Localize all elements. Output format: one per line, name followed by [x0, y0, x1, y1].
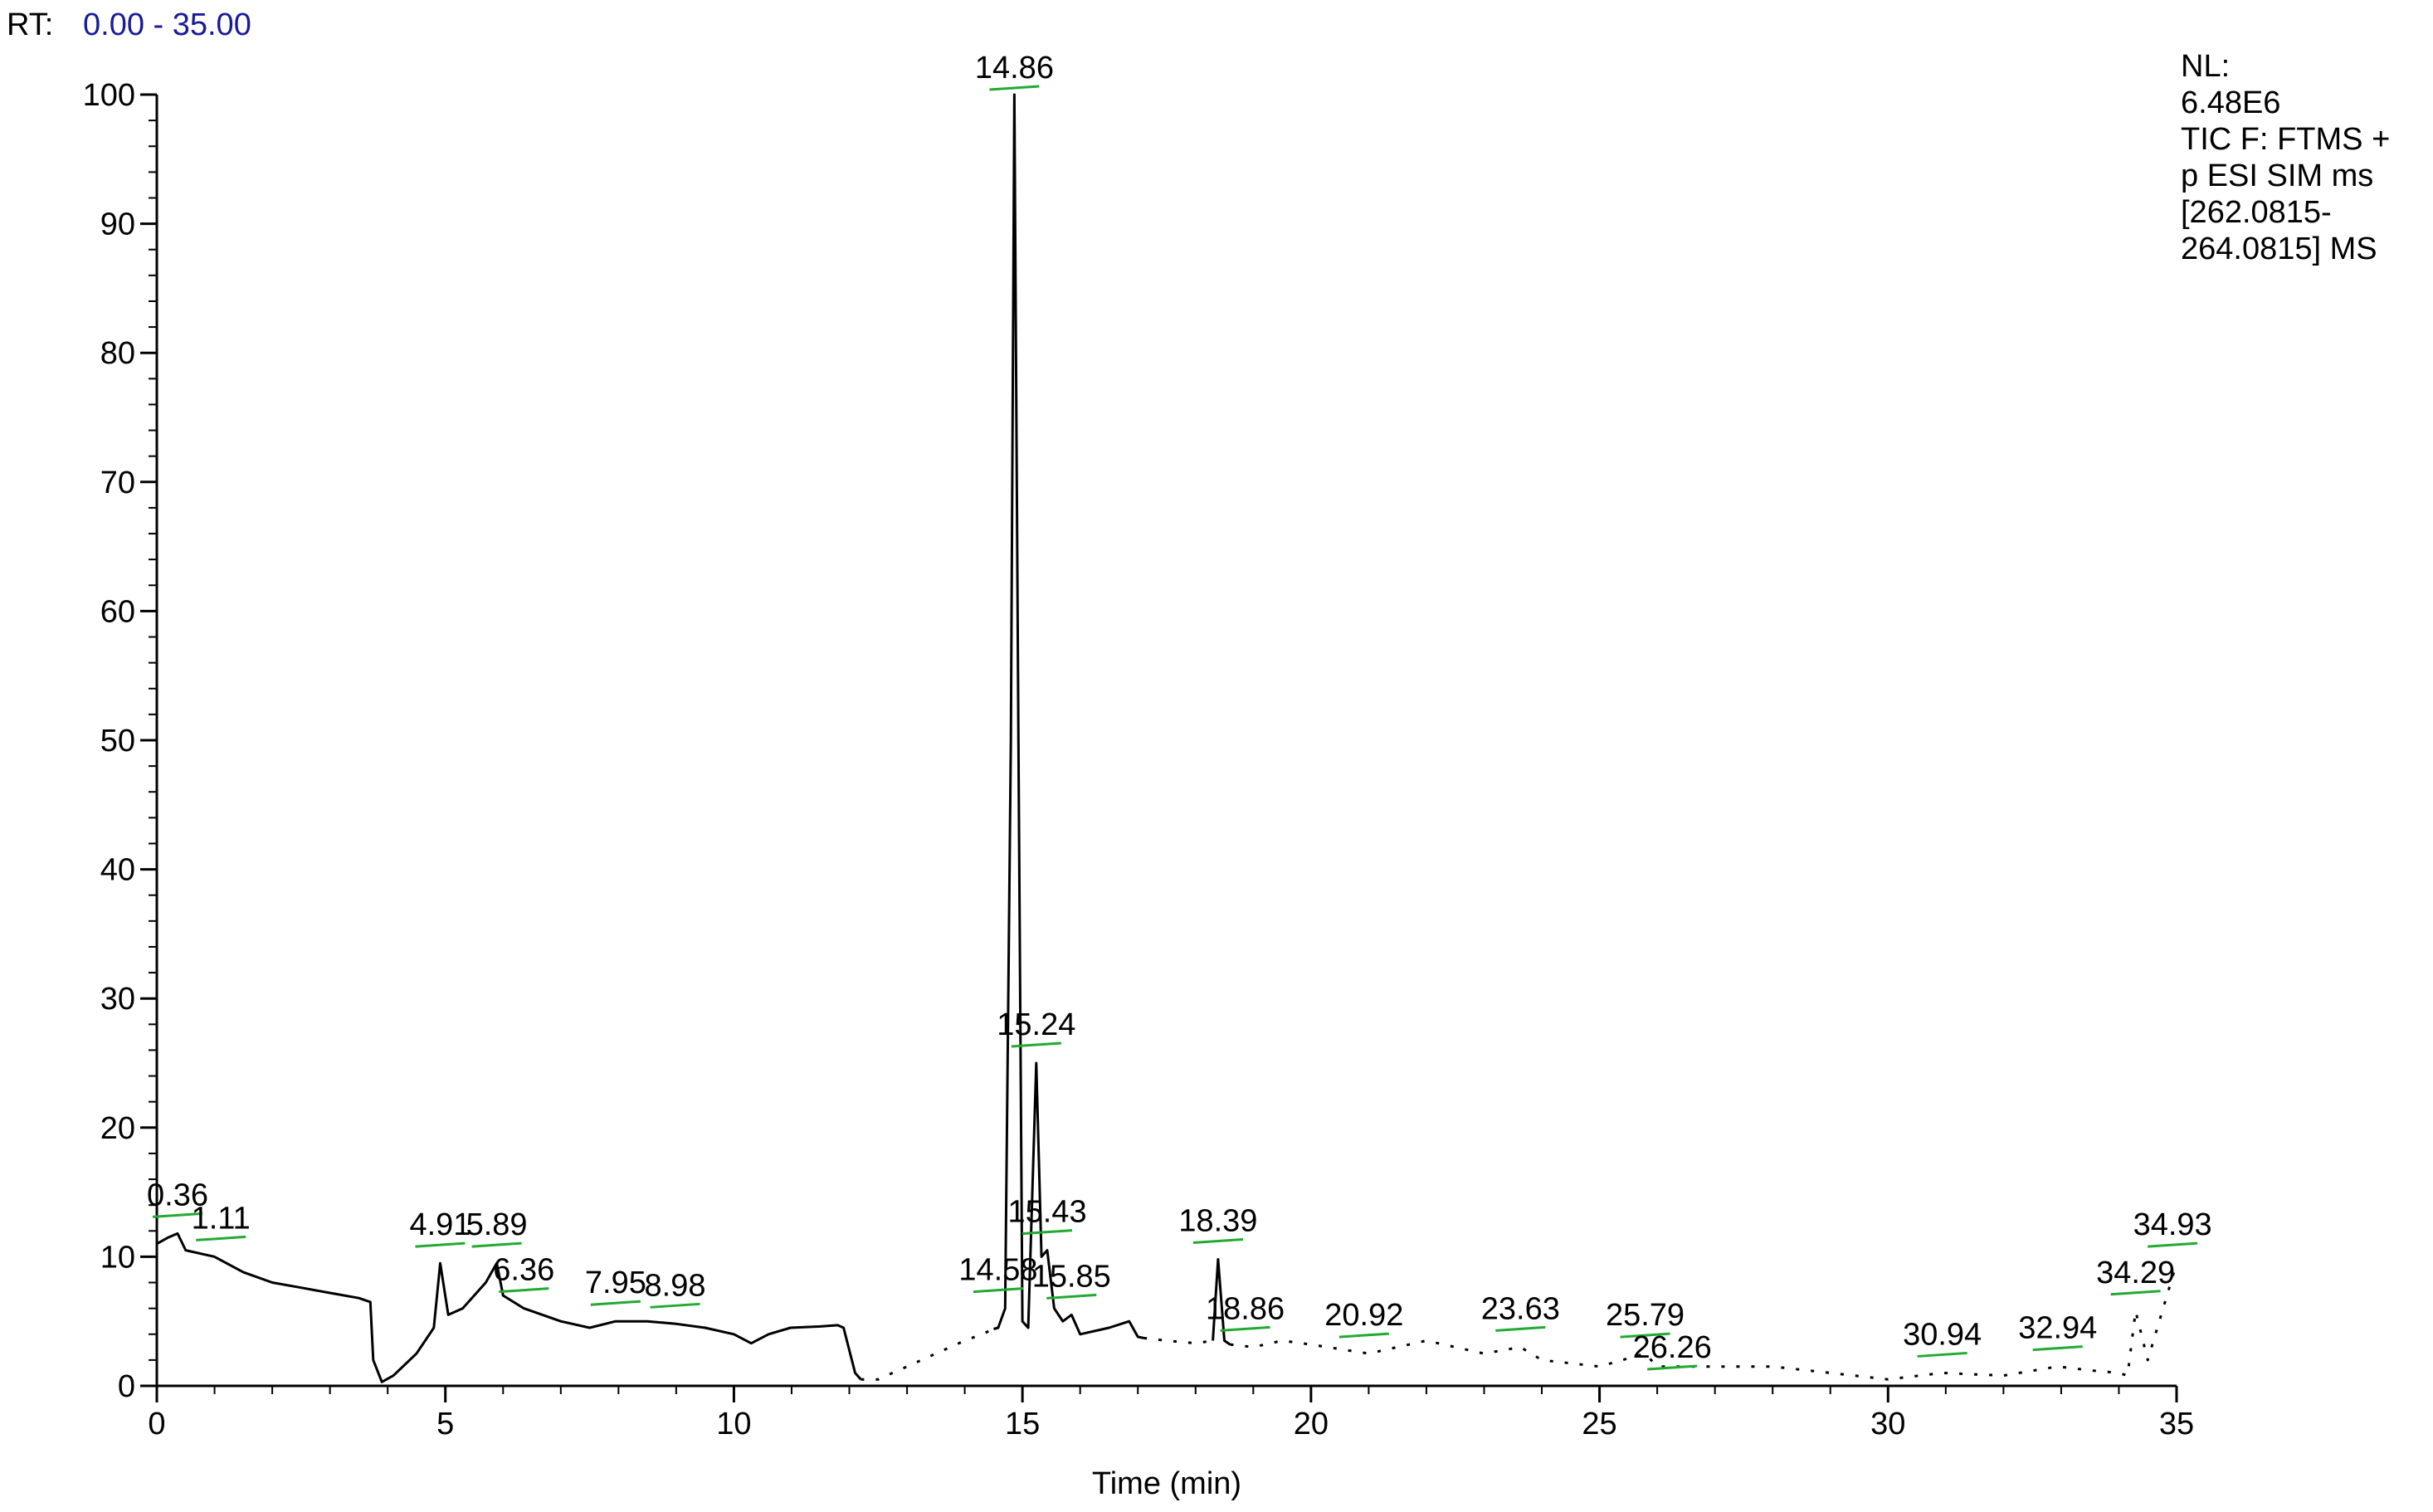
- y-tick-label: 40: [100, 853, 135, 888]
- peak-label: 5.89: [466, 1207, 528, 1242]
- peak-label: 1.11: [192, 1201, 251, 1236]
- peak-marker: [1620, 1332, 1670, 1339]
- y-tick-label: 20: [100, 1111, 135, 1146]
- peak-marker: [973, 1287, 1024, 1294]
- x-tick-label: 0: [148, 1407, 165, 1441]
- trace: [993, 93, 1144, 1339]
- peak-marker: [1647, 1364, 1698, 1371]
- y-tick-label: 0: [118, 1369, 135, 1404]
- peak-marker: [1192, 1238, 1243, 1245]
- peak-label: 4.91: [409, 1207, 471, 1242]
- trace: [861, 1328, 995, 1381]
- peak-label: 25.79: [1606, 1298, 1685, 1333]
- peak-label: 30.94: [1903, 1317, 1982, 1352]
- peak-label: 34.29: [2096, 1256, 2175, 1290]
- peak-label: 20.92: [1324, 1298, 1403, 1333]
- peak-label: 26.26: [1633, 1330, 1712, 1365]
- peak-label: 34.93: [2133, 1207, 2212, 1242]
- peak-label: 23.63: [1481, 1291, 1560, 1326]
- info-text: [262.0815-: [2181, 195, 2332, 230]
- peak-label: 7.95: [585, 1266, 646, 1300]
- peak-label: 18.86: [1206, 1291, 1285, 1326]
- rt-label: RT:: [7, 7, 53, 42]
- y-tick-label: 10: [100, 1240, 135, 1275]
- peak-marker: [2032, 1345, 2083, 1352]
- x-tick-label: 10: [716, 1407, 751, 1441]
- peak-label: 18.39: [1178, 1204, 1257, 1239]
- trace: [1143, 1336, 1213, 1345]
- x-tick-label: 30: [1870, 1407, 1905, 1441]
- peak-marker: [471, 1241, 522, 1248]
- peak-marker: [196, 1235, 246, 1241]
- peak-marker: [499, 1287, 549, 1294]
- peak-marker: [1495, 1325, 1546, 1332]
- x-axis-label: Time (min): [1092, 1466, 1241, 1501]
- peak-marker: [989, 85, 1040, 91]
- rt-range: 0.00 - 35.00: [83, 7, 251, 42]
- x-tick-label: 15: [1005, 1407, 1040, 1441]
- peak-marker: [152, 1212, 203, 1218]
- y-tick-label: 30: [100, 982, 135, 1017]
- peak-marker: [1021, 1229, 1073, 1236]
- peak-marker: [1917, 1351, 1967, 1358]
- peak-label: 14.86: [975, 51, 1054, 85]
- y-tick-label: 80: [100, 336, 135, 371]
- y-tick-label: 90: [100, 207, 135, 242]
- peak-label: 6.36: [493, 1253, 554, 1288]
- peak-marker: [2110, 1290, 2161, 1296]
- y-tick-label: 50: [100, 724, 135, 758]
- x-tick-label: 20: [1294, 1407, 1329, 1441]
- info-text: 6.48E6: [2181, 85, 2280, 120]
- peak-marker: [1220, 1325, 1270, 1332]
- peak-marker: [415, 1241, 466, 1248]
- peak-label: 15.24: [997, 1007, 1075, 1042]
- peak-marker: [1338, 1332, 1389, 1339]
- peak-label: 0.36: [147, 1178, 208, 1212]
- peak-label: 15.85: [1032, 1259, 1111, 1294]
- peak-marker: [1011, 1041, 1061, 1048]
- info-text: 264.0815] MS: [2181, 232, 2377, 266]
- y-tick-label: 70: [100, 466, 135, 500]
- trace: [1212, 1258, 1231, 1346]
- x-tick-label: 35: [2159, 1407, 2194, 1441]
- peak-label: 15.43: [1007, 1195, 1086, 1230]
- info-text: NL:: [2181, 49, 2230, 84]
- peak-marker: [650, 1302, 700, 1309]
- x-tick-label: 5: [436, 1407, 454, 1441]
- peak-marker: [2148, 1241, 2198, 1248]
- info-text: p ESI SIM ms: [2181, 159, 2373, 193]
- x-tick-label: 25: [1582, 1407, 1616, 1441]
- peak-marker: [1046, 1293, 1097, 1300]
- peak-label: 32.94: [2018, 1311, 2097, 1346]
- y-tick-label: 60: [100, 594, 135, 629]
- y-tick-label: 100: [83, 78, 135, 113]
- peak-marker: [590, 1300, 641, 1306]
- peak-label: 8.98: [645, 1268, 706, 1303]
- info-text: TIC F: FTMS +: [2181, 122, 2390, 157]
- peak-label: 14.58: [958, 1253, 1037, 1288]
- trace: [156, 1232, 862, 1383]
